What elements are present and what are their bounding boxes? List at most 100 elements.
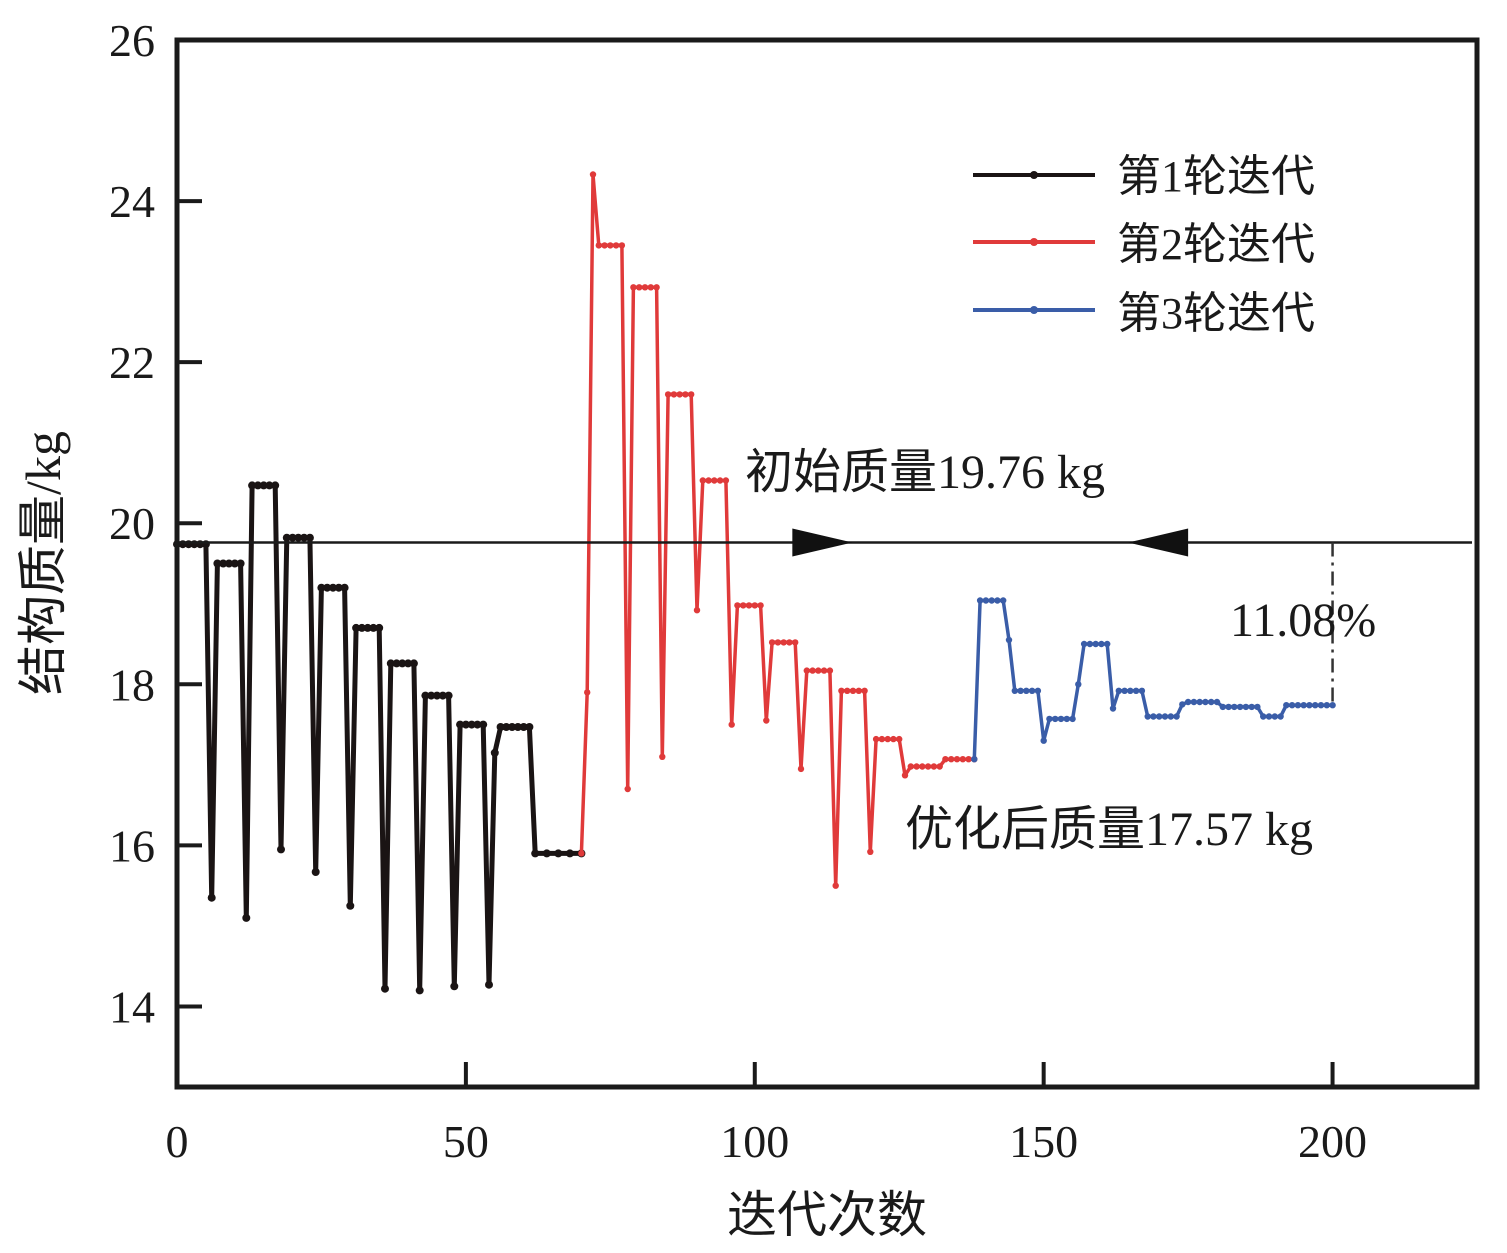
data-point-round1 xyxy=(300,533,309,542)
data-point-round2 xyxy=(699,477,706,484)
data-point-round2 xyxy=(953,756,961,763)
y-tick-label: 24 xyxy=(109,176,155,227)
data-point-round3 xyxy=(1011,687,1018,694)
x-tick-label: 100 xyxy=(720,1116,789,1167)
data-point-round2 xyxy=(826,667,834,674)
data-point-round2 xyxy=(867,848,874,855)
data-point-round2 xyxy=(612,242,620,249)
optimized-mass-annotation: 优化后质量17.57 kg xyxy=(905,803,1313,856)
ticks: 0 50 100 150 200 14 16 18 20 22 24 26 xyxy=(109,15,1367,1167)
data-point-round2 xyxy=(751,602,758,609)
data-point-round1 xyxy=(311,868,320,876)
data-point-round3 xyxy=(1115,687,1123,694)
data-point-round2 xyxy=(774,639,782,646)
data-point-round3 xyxy=(1104,640,1111,648)
data-point-round1 xyxy=(375,623,384,632)
data-point-round3 xyxy=(1173,713,1180,720)
data-point-round1 xyxy=(421,691,430,700)
data-point-round2 xyxy=(595,242,602,249)
legend: 第1轮迭代 第2轮迭代 第3轮迭代 xyxy=(973,152,1315,338)
data-point-round1 xyxy=(565,849,574,858)
data-point-round1 xyxy=(277,845,285,854)
data-point-round2 xyxy=(919,763,926,770)
data-point-round1 xyxy=(467,720,476,729)
data-point-round1 xyxy=(461,720,470,729)
data-point-round1 xyxy=(236,559,245,568)
x-tick-label: 0 xyxy=(166,1116,189,1167)
data-point-round3 xyxy=(1213,698,1221,706)
data-point-round1 xyxy=(305,533,314,542)
data-point-round1 xyxy=(381,984,389,993)
data-point-round1 xyxy=(438,691,447,700)
legend-label-round2: 第2轮迭代 xyxy=(1117,220,1315,269)
data-point-round3 xyxy=(1254,703,1261,711)
data-point-round1 xyxy=(282,533,291,542)
y-tick-label: 20 xyxy=(109,498,155,549)
data-point-round2 xyxy=(797,765,805,773)
data-point-round3 xyxy=(1040,737,1047,744)
data-point-round2 xyxy=(930,763,938,770)
y-tick-label: 22 xyxy=(109,337,155,388)
data-point-round3 xyxy=(1069,715,1076,723)
data-point-round2 xyxy=(601,242,608,249)
data-point-round1 xyxy=(525,723,534,731)
x-tick-label: 150 xyxy=(1009,1116,1078,1167)
data-point-round3 xyxy=(976,597,984,604)
y-tick-label: 16 xyxy=(109,820,155,871)
data-point-round2 xyxy=(924,763,932,770)
data-point-round2 xyxy=(659,753,666,760)
data-point-round1 xyxy=(213,559,222,568)
data-point-round3 xyxy=(1329,702,1336,709)
data-point-round2 xyxy=(716,477,724,484)
data-point-round1 xyxy=(554,849,563,858)
data-point-round3 xyxy=(1317,702,1325,709)
data-point-round1 xyxy=(485,980,493,989)
data-point-round2 xyxy=(653,284,660,291)
data-point-round1 xyxy=(271,481,280,490)
data-point-round3 xyxy=(1005,636,1013,644)
data-point-round3 xyxy=(1225,703,1232,711)
data-point-round2 xyxy=(965,756,972,763)
data-point-round1 xyxy=(369,623,378,632)
data-point-round1 xyxy=(490,748,499,757)
data-point-round1 xyxy=(427,691,436,700)
data-point-round1 xyxy=(444,691,453,700)
data-point-round2 xyxy=(636,284,643,291)
data-point-round3 xyxy=(1127,687,1134,694)
data-point-round2 xyxy=(890,735,897,743)
data-point-round1 xyxy=(531,849,540,858)
data-point-round3 xyxy=(1075,681,1082,688)
data-point-round1 xyxy=(450,982,459,991)
data-point-round2 xyxy=(803,667,810,674)
data-point-round1 xyxy=(329,583,337,592)
y-tick-label: 14 xyxy=(109,981,155,1032)
data-point-round2 xyxy=(618,242,626,249)
data-point-round1 xyxy=(317,583,326,592)
data-point-round2 xyxy=(624,785,631,793)
data-point-round3 xyxy=(971,756,978,763)
data-point-round2 xyxy=(676,391,683,398)
data-point-round2 xyxy=(722,477,730,484)
data-point-round1 xyxy=(542,849,551,858)
data-point-round2 xyxy=(589,171,597,178)
data-point-round2 xyxy=(849,687,857,694)
data-point-round3 xyxy=(1242,703,1250,711)
data-point-round3 xyxy=(1063,715,1071,723)
series-layer xyxy=(173,171,1336,995)
data-point-round1 xyxy=(334,583,343,592)
data-point-round3 xyxy=(1184,698,1192,706)
data-point-round3 xyxy=(1323,702,1331,709)
data-point-round3 xyxy=(1277,713,1284,720)
initial-mass-annotation: 初始质量19.76 kg xyxy=(745,446,1105,499)
data-point-round1 xyxy=(225,559,233,568)
data-point-round3 xyxy=(1023,687,1030,694)
data-point-round1 xyxy=(404,659,413,668)
data-point-round2 xyxy=(728,721,735,728)
data-point-round1 xyxy=(519,723,528,731)
data-point-round2 xyxy=(705,477,712,484)
data-point-round2 xyxy=(792,639,799,646)
data-point-round2 xyxy=(780,639,787,646)
data-point-round3 xyxy=(982,597,990,604)
data-point-round2 xyxy=(641,284,649,291)
data-point-round2 xyxy=(757,602,764,609)
